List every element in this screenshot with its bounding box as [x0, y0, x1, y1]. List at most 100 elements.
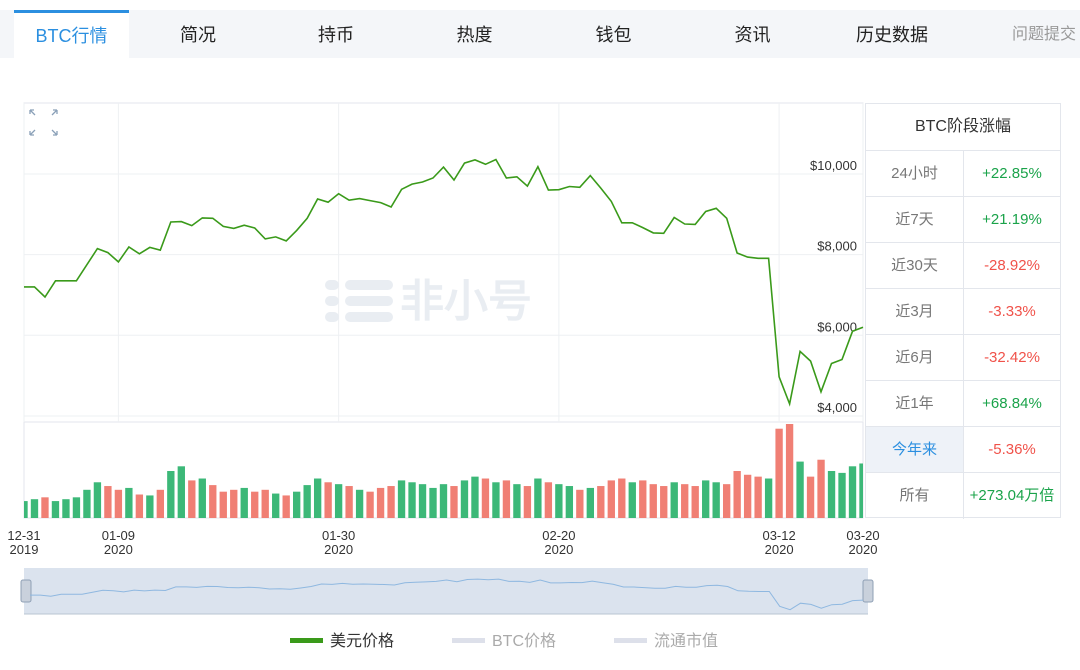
tab[interactable]: 简况	[180, 25, 216, 45]
volume-bar	[618, 478, 626, 518]
legend-item[interactable]: 流通市值	[614, 632, 718, 650]
volume-bar	[712, 482, 720, 518]
stats-row: 24小时 +22.85%	[866, 151, 1060, 197]
legend-swatch	[290, 638, 323, 643]
stats-row: 近3月 -3.33%	[866, 289, 1060, 335]
navigator-window[interactable]	[24, 568, 868, 614]
tab[interactable]: 热度	[456, 25, 493, 45]
volume-bar	[355, 489, 364, 518]
volume-bar	[24, 501, 28, 518]
watermark: 非小号	[400, 277, 532, 326]
volume-bar	[324, 482, 332, 518]
change-value: +22.85%	[982, 165, 1042, 182]
stats-table: BTC阶段涨幅 24小时 +22.85% 近7天 +21.19% 近30天 -28.92%…	[865, 103, 1061, 519]
volume-bar	[93, 482, 102, 518]
volume-bar	[135, 494, 144, 518]
stats-title: BTC阶段涨幅	[866, 104, 1060, 151]
volume-bar	[334, 484, 343, 518]
volume-bar	[848, 466, 857, 518]
tab[interactable]: 资讯	[734, 25, 771, 45]
volume-bar	[670, 482, 678, 518]
feedback-link[interactable]: 问题提交	[1011, 26, 1076, 43]
volume-bar	[460, 480, 469, 518]
volume-bar	[188, 480, 196, 518]
change-value: +21.19%	[982, 211, 1042, 228]
volume-bar	[198, 478, 206, 518]
volume-bar	[177, 466, 185, 518]
x-tick-label: 03-20 2020	[846, 528, 879, 557]
watermark-logo	[325, 280, 393, 322]
legend-label: BTC价格	[492, 632, 556, 650]
stats-row: 近6月 -32.42%	[866, 335, 1060, 381]
tab[interactable]: 历史数据	[856, 25, 928, 45]
volume-bar	[439, 484, 448, 518]
volume-bar	[240, 487, 248, 518]
y-tick-label: $4,000	[817, 400, 857, 415]
volume-bar	[282, 495, 290, 518]
x-tick-label: 12-31 2019	[7, 528, 40, 557]
change-value: -5.36%	[988, 441, 1036, 458]
volume-bar	[366, 491, 374, 518]
volume-bar	[859, 463, 863, 518]
navigator-handle[interactable]	[862, 579, 874, 603]
volume-bar	[764, 478, 773, 518]
volume-bar	[502, 480, 511, 518]
volume-bar	[156, 489, 165, 518]
change-value: -32.42%	[984, 349, 1040, 366]
volume-bar	[607, 480, 615, 518]
legend-swatch	[614, 638, 647, 643]
volume-bar	[72, 497, 81, 518]
price-line	[24, 158, 864, 407]
legend-item[interactable]: BTC价格	[452, 632, 556, 650]
tab[interactable]: 钱包	[595, 25, 632, 45]
volume-bar	[481, 478, 490, 518]
volume-bar	[743, 474, 752, 518]
period-label[interactable]: 今年来	[866, 427, 964, 472]
volume-bar	[597, 486, 605, 518]
period-label: 24小时	[866, 151, 964, 196]
zoom-icon[interactable]	[29, 109, 58, 136]
legend-label: 流通市值	[654, 632, 718, 650]
x-tick-label: 02-20 2020	[542, 528, 575, 557]
tab[interactable]: 持币	[318, 25, 354, 45]
y-tick-label: $6,000	[817, 319, 857, 334]
period-label: 近7天	[866, 197, 964, 242]
volume-bar	[471, 476, 479, 518]
navigator-handle[interactable]	[20, 579, 32, 603]
volume-bar	[83, 489, 91, 518]
volume-bar	[167, 471, 175, 518]
volume-bar	[796, 461, 804, 518]
period-label: 近3月	[866, 289, 964, 334]
volume-bar	[41, 497, 49, 518]
volume-bar	[523, 486, 532, 518]
volume-bar	[146, 495, 154, 518]
volume-bar	[104, 486, 112, 518]
navigator-line	[30, 578, 864, 611]
volume-bar	[565, 486, 574, 518]
legend-label: 美元价格	[330, 632, 394, 650]
volume-bar	[492, 482, 500, 518]
volume-bar	[51, 501, 60, 518]
volume-bar	[293, 491, 301, 518]
tab[interactable]: BTC行情	[14, 10, 129, 58]
volume-bar	[114, 489, 123, 518]
volume-bar	[345, 486, 353, 518]
stats-row: 近1年 +68.84%	[866, 381, 1060, 427]
stats-row: 近30天 -28.92%	[866, 243, 1060, 289]
stats-row: 所有 +273.04万倍	[866, 473, 1060, 519]
volume-bar	[450, 486, 458, 518]
volume-bar	[681, 484, 689, 518]
volume-bar	[261, 489, 269, 518]
x-tick-label: 01-09 2020	[102, 528, 135, 557]
change-value: +68.84%	[982, 395, 1042, 412]
volume-bar	[303, 485, 311, 518]
tab-bar: 问题提交 BTC行情 简况 持币 热度 钱包 资讯 历史数据	[0, 10, 1080, 58]
volume-bar	[313, 478, 322, 518]
legend-item[interactable]: 美元价格	[290, 632, 394, 650]
volume-bar	[30, 499, 39, 518]
volume-bar	[691, 486, 699, 518]
volume-bar	[376, 487, 385, 518]
volume-bar	[209, 485, 217, 518]
x-tick-label: 01-30 2020	[322, 528, 355, 557]
